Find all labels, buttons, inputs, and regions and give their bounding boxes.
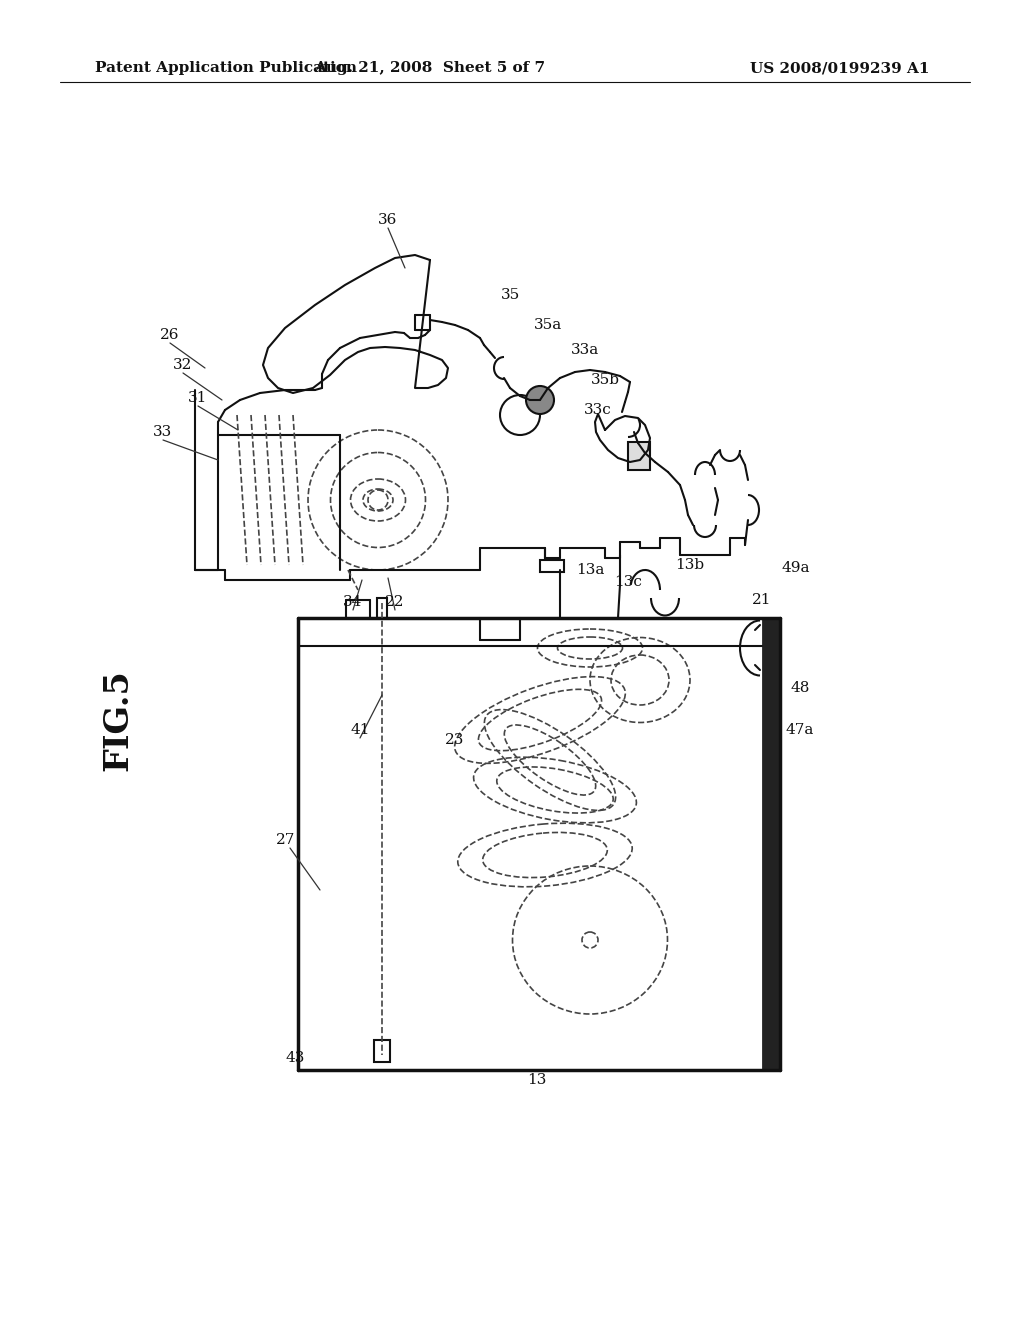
Bar — [540, 560, 564, 572]
Text: 13c: 13c — [614, 576, 642, 589]
Text: 32: 32 — [173, 358, 193, 372]
Text: FIG.5: FIG.5 — [101, 669, 134, 771]
Text: US 2008/0199239 A1: US 2008/0199239 A1 — [750, 61, 930, 75]
Text: 13a: 13a — [575, 564, 604, 577]
Text: 43: 43 — [286, 1051, 305, 1065]
Text: 34: 34 — [343, 595, 362, 609]
Text: 33: 33 — [154, 425, 173, 440]
Text: 13: 13 — [527, 1073, 547, 1086]
Text: 41: 41 — [350, 723, 370, 737]
Bar — [374, 1040, 390, 1063]
Text: 31: 31 — [188, 391, 208, 405]
Text: 35b: 35b — [591, 374, 620, 387]
Bar — [377, 598, 387, 618]
Text: Patent Application Publication: Patent Application Publication — [95, 61, 357, 75]
Text: 35a: 35a — [534, 318, 562, 333]
Text: 49a: 49a — [781, 561, 810, 576]
Text: 33a: 33a — [570, 343, 599, 356]
Text: Aug. 21, 2008  Sheet 5 of 7: Aug. 21, 2008 Sheet 5 of 7 — [314, 61, 546, 75]
Bar — [628, 442, 650, 470]
Text: 33c: 33c — [584, 403, 612, 417]
Text: 36: 36 — [378, 213, 397, 227]
Bar — [762, 618, 780, 1071]
Text: 27: 27 — [276, 833, 296, 847]
Text: 26: 26 — [160, 327, 180, 342]
Text: 13b: 13b — [676, 558, 705, 572]
Text: 21: 21 — [753, 593, 772, 607]
Circle shape — [526, 385, 554, 414]
Text: 48: 48 — [791, 681, 810, 696]
Text: 22: 22 — [385, 595, 404, 609]
Text: 23: 23 — [445, 733, 465, 747]
Text: 47a: 47a — [785, 723, 814, 737]
Text: 35: 35 — [501, 288, 519, 302]
